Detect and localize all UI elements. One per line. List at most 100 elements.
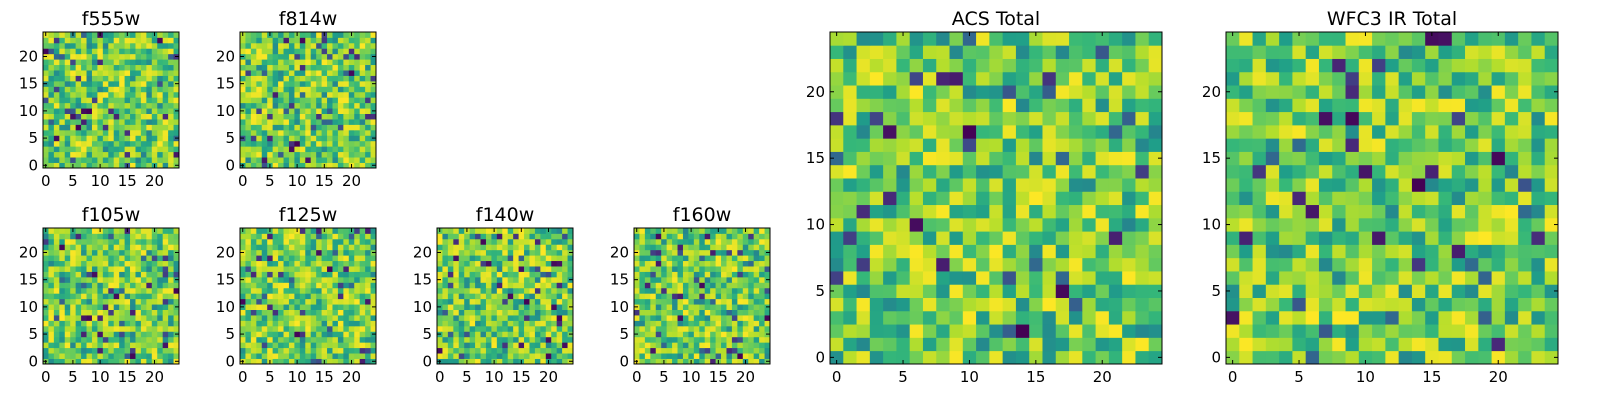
heatmap-cell [267, 59, 273, 65]
heatmap-cell [694, 228, 700, 234]
heatmap-cell [262, 331, 268, 337]
heatmap-cell [1253, 178, 1267, 192]
heatmap-cell [540, 239, 546, 245]
heatmap-cell [936, 125, 950, 139]
heatmap-cell [273, 233, 279, 239]
heatmap-cell [245, 228, 251, 234]
heatmap-cell [284, 59, 290, 65]
heatmap-cell [540, 337, 546, 343]
heatmap-cell [442, 228, 448, 234]
heatmap-cell [114, 299, 120, 305]
heatmap-cell [1359, 218, 1373, 232]
heatmap-cell [1465, 258, 1479, 272]
heatmap-cell [754, 250, 760, 256]
heatmap-cell [146, 282, 152, 288]
heatmap-cell [486, 310, 492, 316]
heatmap-cell [76, 54, 82, 60]
heatmap-cell [1505, 165, 1519, 179]
heatmap-cell [284, 130, 290, 136]
heatmap-cell [365, 277, 371, 283]
heatmap-cell [857, 244, 871, 258]
heatmap-cell [284, 342, 290, 348]
heatmap-cell [1478, 311, 1492, 325]
heatmap-cell [748, 348, 754, 354]
heatmap-cell [1239, 324, 1253, 338]
heatmap-cell [524, 266, 530, 272]
heatmap-cell [119, 114, 125, 120]
heatmap-cell [1266, 165, 1280, 179]
heatmap-cell [300, 152, 306, 158]
heatmap-cell [300, 244, 306, 250]
heatmap-cell [284, 70, 290, 76]
heatmap-cell [1438, 311, 1452, 325]
heatmap-cell [59, 277, 65, 283]
heatmap-cell [54, 239, 60, 245]
heatmap-cell [108, 228, 114, 234]
heatmap-cell [486, 277, 492, 283]
heatmap-cell [683, 353, 689, 359]
heatmap-cell [141, 250, 147, 256]
heatmap-cell [305, 353, 311, 359]
heatmap-cell [284, 54, 290, 60]
heatmap-cell [508, 250, 514, 256]
heatmap-cell [59, 86, 65, 92]
heatmap-cell [332, 81, 338, 87]
heatmap-cell [294, 293, 300, 299]
heatmap-cell [168, 135, 174, 141]
heatmap-cell [322, 293, 328, 299]
heatmap-cell [513, 320, 519, 326]
heatmap-cell [843, 165, 857, 179]
heatmap-cell [278, 353, 284, 359]
heatmap-cell [168, 315, 174, 321]
heatmap-cell [354, 233, 360, 239]
heatmap-cell [103, 43, 109, 49]
x-tick-label: 10 [960, 368, 979, 386]
heatmap-cell [103, 299, 109, 305]
heatmap-cell [557, 331, 563, 337]
heatmap-cell [284, 152, 290, 158]
heatmap-cell [459, 348, 465, 354]
heatmap-cell [1082, 351, 1096, 365]
heatmap-cell [650, 326, 656, 332]
heatmap-cell [683, 255, 689, 261]
heatmap-cell [656, 272, 662, 278]
heatmap-cell [1319, 205, 1333, 219]
heatmap-cell [519, 337, 525, 343]
heatmap-cell [59, 228, 65, 234]
heatmap-cell [65, 326, 71, 332]
heatmap-cell [699, 261, 705, 267]
heatmap-cell [305, 337, 311, 343]
heatmap-cell [1082, 72, 1096, 86]
heatmap-cell [1306, 351, 1320, 365]
heatmap-cell [349, 54, 355, 60]
heatmap-cell [1425, 337, 1439, 351]
heatmap-cell [163, 130, 169, 136]
y-tick-label: 10 [216, 298, 235, 316]
heatmap-cell [76, 70, 82, 76]
heatmap-cell [546, 299, 552, 305]
heatmap-cell [278, 342, 284, 348]
heatmap-cell [502, 320, 508, 326]
heatmap-cell [481, 299, 487, 305]
heatmap-cell [245, 244, 251, 250]
heatmap-cell [327, 233, 333, 239]
heatmap-cell [305, 326, 311, 332]
heatmap-cell [748, 261, 754, 267]
heatmap-cell [70, 255, 76, 261]
heatmap-cell [168, 54, 174, 60]
heatmap-cell [119, 288, 125, 294]
heatmap-cell [1096, 125, 1110, 139]
heatmap-cell [830, 258, 844, 272]
heatmap-cell [54, 342, 60, 348]
heatmap-cell [1438, 298, 1452, 312]
heatmap-cell [103, 342, 109, 348]
heatmap-cell [470, 277, 476, 283]
heatmap-cell [1346, 258, 1360, 272]
heatmap-cell [910, 351, 924, 365]
heatmap-cell [54, 130, 60, 136]
heatmap-cell [470, 348, 476, 354]
heatmap-cell [146, 157, 152, 163]
heatmap-cell [910, 165, 924, 179]
heatmap-cell [87, 320, 93, 326]
